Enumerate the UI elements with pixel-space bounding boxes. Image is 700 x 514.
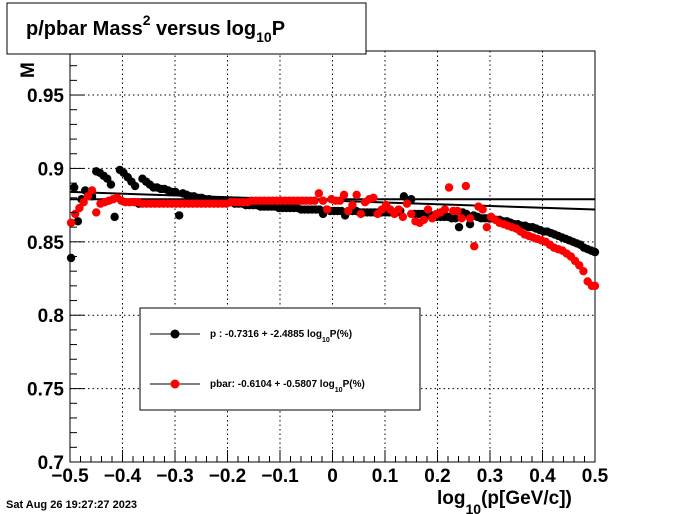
y-tick-label: 0.8 bbox=[38, 306, 64, 327]
data-point-pbar bbox=[453, 206, 462, 216]
y-tick-label: 0.75 bbox=[27, 380, 64, 401]
data-point-pbar bbox=[356, 209, 366, 219]
legend-marker-p bbox=[170, 329, 180, 339]
x-tick-label: −0.4 bbox=[104, 466, 142, 487]
x-tick-label: 0.5 bbox=[582, 466, 609, 487]
data-point-pbar bbox=[407, 209, 416, 219]
data-point-p bbox=[130, 181, 140, 191]
data-point-pbar bbox=[470, 242, 479, 251]
chart-title-mid: versus log bbox=[151, 18, 257, 40]
data-point-pbar bbox=[87, 186, 97, 195]
x-tick-label: 0 bbox=[327, 466, 338, 487]
data-point-pbar bbox=[419, 215, 429, 225]
data-point-pbar bbox=[335, 196, 345, 205]
legend-label-p-post: P(%) bbox=[330, 329, 352, 340]
data-point-pbar bbox=[575, 261, 584, 270]
data-point-pbar bbox=[323, 205, 332, 214]
data-point-pbar bbox=[339, 190, 349, 200]
footer-timestamp: Sat Aug 26 19:27:27 2023 bbox=[6, 499, 137, 511]
data-point-p bbox=[465, 220, 475, 229]
legend-label-pbar-post: P(%) bbox=[343, 379, 365, 390]
x-tick-label: −0.2 bbox=[209, 466, 247, 487]
data-point-pbar bbox=[444, 183, 454, 192]
legend-label-pbar-pre: pbar: -0.6104 + -0.5807 log bbox=[210, 379, 335, 390]
data-point-pbar bbox=[352, 190, 361, 200]
data-point-pbar bbox=[590, 281, 600, 291]
data-point-pbar bbox=[92, 208, 101, 217]
data-point-pbar bbox=[83, 192, 93, 201]
data-point-pbar bbox=[71, 209, 80, 219]
data-point-pbar bbox=[75, 203, 84, 213]
chart-title-sup: 2 bbox=[143, 12, 151, 28]
y-axis-title-fragment: M bbox=[18, 62, 39, 78]
data-point-p bbox=[454, 222, 464, 232]
data-points bbox=[66, 165, 600, 291]
data-point-pbar bbox=[482, 222, 492, 232]
legend-label-pbar: pbar: -0.6104 + -0.5807 log10P(%) bbox=[210, 379, 365, 394]
data-point-p bbox=[66, 253, 76, 263]
data-point-pbar bbox=[465, 214, 475, 223]
data-point-p bbox=[451, 214, 460, 223]
data-point-pbar bbox=[398, 212, 408, 222]
x-axis-title: log10(p[GeV/c]) bbox=[437, 488, 572, 514]
x-tick-label: −0.1 bbox=[261, 466, 299, 487]
x-tick-label: 0.2 bbox=[424, 466, 450, 487]
axis-ticks: −0.5 −0.4 −0.3 −0.2 −0.1 0 0.1 0.2 0.3 0.4 0.5 0.7 0… bbox=[27, 50, 609, 487]
x-axis-title-sub: 10 bbox=[466, 501, 482, 514]
data-point-p bbox=[175, 211, 184, 220]
legend-label-p-pre: p : -0.7316 + -2.4885 log bbox=[210, 329, 322, 340]
x-tick-label: 0.4 bbox=[529, 466, 556, 487]
data-point-pbar bbox=[66, 218, 76, 227]
data-point-p bbox=[73, 217, 83, 226]
data-point-pbar bbox=[478, 205, 487, 214]
data-point-pbar bbox=[79, 197, 88, 207]
legend: p : -0.7316 + -2.4885 log10P(%) pbar: -0… bbox=[139, 307, 421, 411]
data-point-pbar bbox=[314, 189, 324, 198]
x-tick-label: 0.3 bbox=[477, 466, 503, 487]
data-point-pbar bbox=[369, 193, 378, 202]
data-point-pbar bbox=[344, 206, 353, 216]
data-point-p bbox=[106, 180, 116, 189]
data-point-pbar bbox=[348, 200, 357, 210]
x-tick-label: −0.5 bbox=[51, 466, 89, 487]
y-tick-label: 0.95 bbox=[27, 86, 64, 107]
data-point-p bbox=[110, 212, 119, 222]
data-point-pbar bbox=[461, 181, 471, 191]
data-point-pbar bbox=[394, 205, 403, 214]
legend-label-p-sub: 10 bbox=[322, 337, 330, 344]
data-point-p bbox=[70, 183, 79, 192]
title-box bbox=[6, 2, 367, 55]
y-tick-label: 0.85 bbox=[27, 233, 64, 254]
x-tick-label: 0.1 bbox=[372, 466, 399, 487]
chart-title-end: P bbox=[272, 18, 285, 40]
data-point-p bbox=[171, 187, 180, 197]
chart-title-sub: 10 bbox=[256, 29, 272, 45]
legend-label-p: p : -0.7316 + -2.4885 log10P(%) bbox=[210, 329, 352, 344]
data-point-pbar bbox=[310, 196, 319, 205]
data-point-pbar bbox=[402, 199, 412, 208]
data-point-pbar bbox=[423, 205, 433, 214]
data-point-pbar bbox=[318, 196, 328, 205]
legend-label-pbar-sub: 10 bbox=[335, 387, 343, 394]
x-axis-title-pre: log bbox=[437, 488, 466, 509]
y-tick-label: 0.9 bbox=[38, 159, 64, 180]
x-tick-label: −0.3 bbox=[156, 466, 194, 487]
chart-title-main: p/pbar Mass bbox=[26, 18, 143, 40]
data-point-pbar bbox=[579, 266, 588, 276]
legend-box bbox=[139, 307, 421, 411]
chart-title: p/pbar Mass2 versus log10P bbox=[26, 12, 285, 45]
data-point-pbar bbox=[457, 214, 466, 223]
data-point-p bbox=[590, 247, 600, 257]
legend-marker-pbar bbox=[170, 379, 180, 389]
x-axis-title-post: (p[GeV/c]) bbox=[481, 488, 572, 509]
data-point-pbar bbox=[440, 205, 450, 214]
y-tick-label: 0.7 bbox=[38, 453, 64, 474]
data-point-p bbox=[399, 192, 409, 201]
